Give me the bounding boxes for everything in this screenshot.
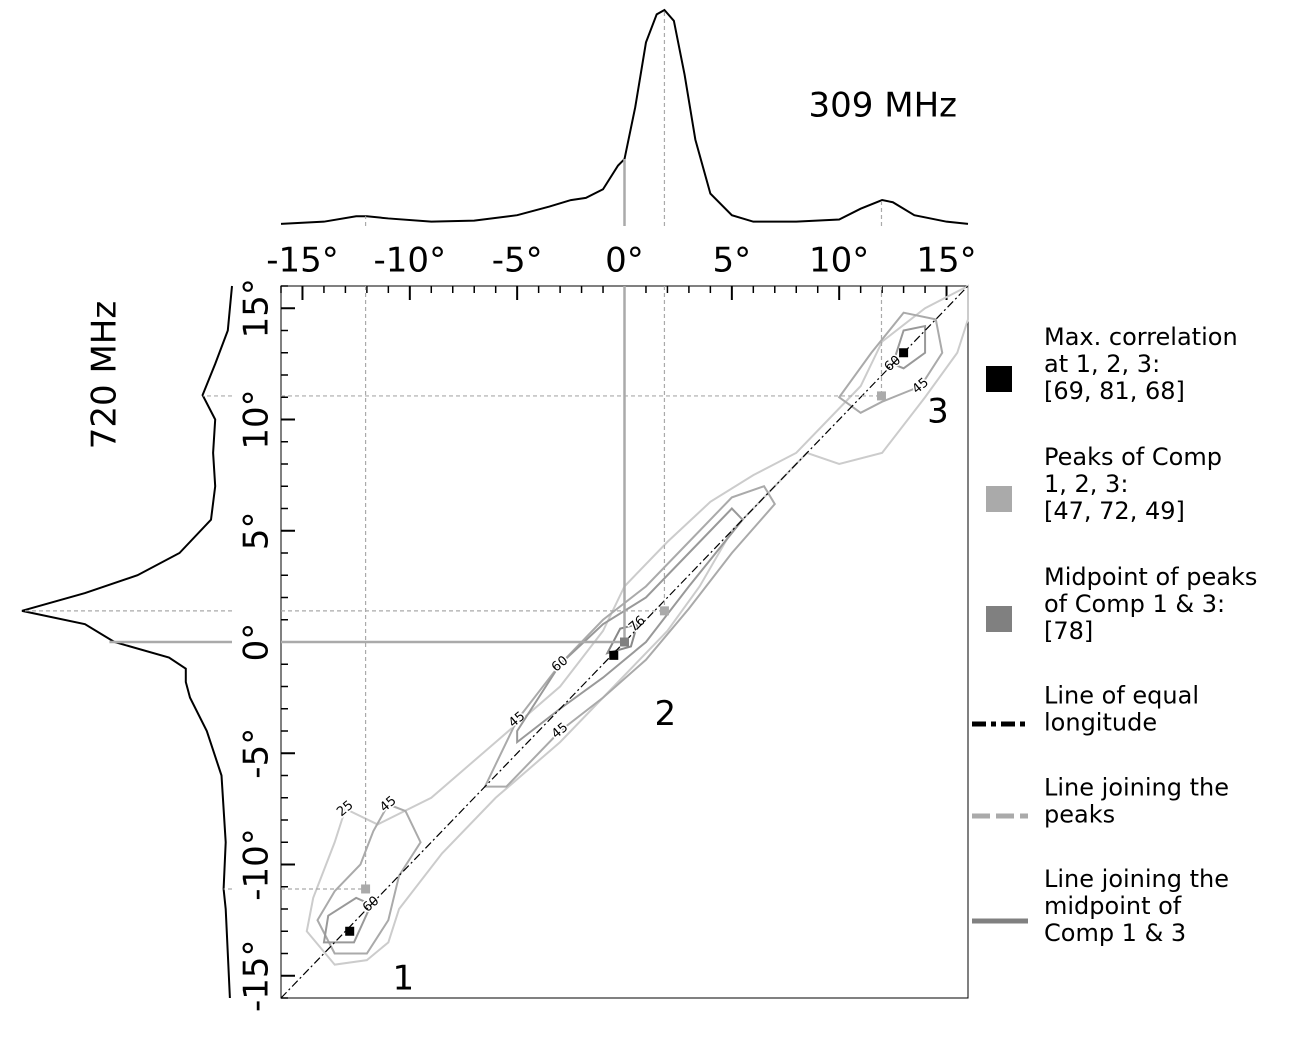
legend-text: longitude	[1044, 709, 1157, 737]
y-tick-label: -5°	[237, 728, 277, 779]
legend-text: Comp 1 & 3	[1044, 919, 1186, 947]
contour	[891, 324, 927, 370]
legend-text: Line of equal	[1044, 682, 1199, 710]
legend-text: [47, 72, 49]	[1044, 497, 1185, 525]
contour	[837, 311, 944, 414]
midpoint-marker	[620, 637, 629, 647]
legend-text: peaks	[1044, 801, 1115, 829]
region-label: 3	[927, 391, 949, 431]
y-tick-label: 5°	[237, 511, 277, 550]
legend-text: of Comp 1 & 3:	[1044, 590, 1225, 618]
contour	[605, 622, 639, 655]
legend-marker	[986, 366, 1012, 392]
legend-text: midpoint of	[1044, 892, 1182, 920]
max-correlation-marker	[345, 926, 355, 936]
legend-text: Line joining the	[1044, 774, 1229, 802]
peak-marker	[659, 606, 669, 616]
x-tick-label: 5°	[713, 241, 752, 281]
y-tick-label: 15°	[237, 278, 277, 338]
x-tick-label: -10°	[374, 241, 447, 281]
legend-marker	[986, 486, 1012, 512]
y-tick-label: 10°	[237, 389, 277, 449]
contour	[322, 896, 373, 944]
region-label: 2	[654, 694, 676, 734]
contour-label: 25	[334, 798, 356, 820]
left-profile-title: 720 MHz	[85, 301, 125, 449]
y-tick-label: -10°	[237, 828, 277, 901]
legend-text: Max. correlation	[1044, 323, 1238, 351]
region-label: 1	[393, 959, 415, 999]
x-tick-label: -15°	[266, 241, 339, 281]
x-tick-label: 10°	[809, 241, 869, 281]
peak-marker	[361, 884, 371, 894]
peak-marker	[876, 391, 886, 401]
legend-item: Line of equal longitude	[972, 682, 1199, 737]
legend-text: Line joining the	[1044, 865, 1229, 893]
legend-text: [69, 81, 68]	[1044, 377, 1185, 405]
top-profile-title: 309 MHz	[809, 86, 957, 126]
legend-text: [78]	[1044, 617, 1093, 645]
legend-text: 1, 2, 3:	[1044, 470, 1128, 498]
max-correlation-marker	[899, 348, 909, 358]
x-tick-label: 15°	[916, 241, 976, 281]
top-profile	[280, 8, 969, 225]
left-profile	[21, 285, 233, 999]
max-correlation-marker	[609, 650, 619, 660]
legend-marker	[986, 606, 1012, 632]
legend-text: Peaks of Comp	[1044, 443, 1222, 471]
equal-longitude-line	[280, 285, 969, 999]
contour	[316, 803, 422, 955]
legend-text: Midpoint of peaks	[1044, 563, 1257, 591]
legend-text: at 1, 2, 3:	[1044, 350, 1160, 378]
x-tick-label: -5°	[492, 241, 543, 281]
y-tick-label: -15°	[237, 939, 277, 1012]
x-tick-label: 0°	[605, 241, 644, 281]
contour	[305, 284, 969, 966]
contour-label: 45	[377, 793, 399, 815]
y-tick-label: 0°	[237, 623, 277, 662]
contour-label: 76	[626, 613, 648, 635]
